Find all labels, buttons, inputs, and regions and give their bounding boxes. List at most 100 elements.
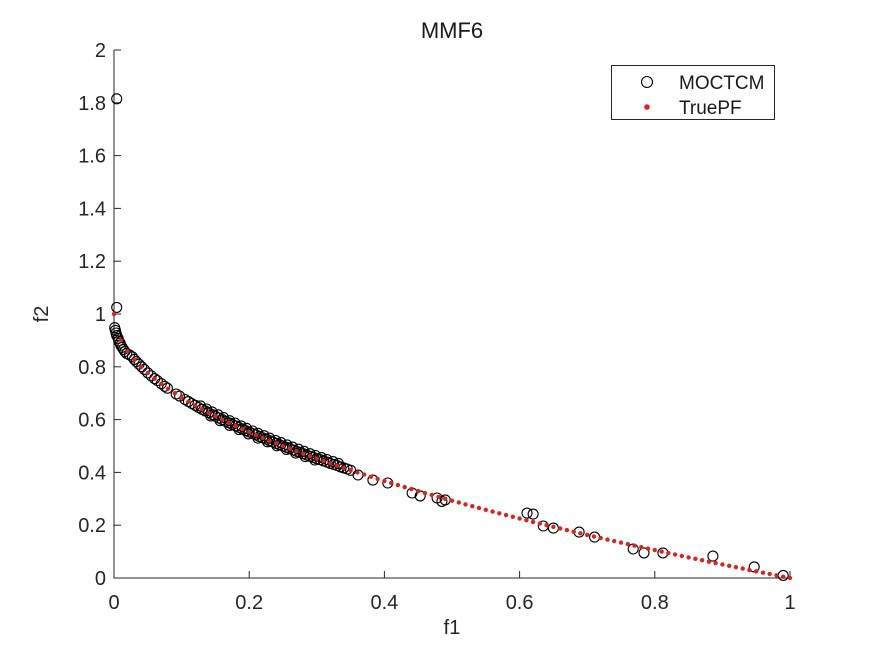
truepf-dot: [679, 553, 684, 559]
legend-marker-dot-icon: [644, 104, 650, 110]
truepf-dot: [172, 391, 177, 396]
moctcm-point: [332, 457, 344, 469]
truepf-dot: [497, 511, 502, 516]
truepf-dot: [395, 482, 401, 488]
truepf-dot: [341, 465, 346, 471]
truepf-dot: [192, 403, 198, 408]
x-tick-label: 1: [784, 592, 795, 614]
truepf-dot: [740, 566, 745, 571]
truepf-dot: [179, 395, 184, 400]
truepf-dot: [206, 410, 211, 415]
truepf-dot: [706, 559, 712, 564]
truepf-dot: [422, 490, 428, 496]
truepf-dot: [280, 443, 286, 449]
truepf-dot: [760, 570, 766, 575]
truepf-dot: [382, 478, 387, 484]
truepf-dot: [145, 370, 150, 376]
moctcm-point: [290, 447, 302, 459]
truepf-dot: [558, 526, 563, 531]
legend-entry-moctcm: MOCTCM: [679, 73, 764, 94]
truepf-dot: [294, 449, 299, 454]
y-tick-label: 0.4: [78, 462, 106, 484]
x-axis-label: f1: [444, 617, 461, 639]
truepf-dot: [476, 505, 482, 511]
truepf-dot: [551, 524, 556, 529]
truepf-dot: [118, 338, 124, 343]
x-tick-label: 0: [108, 592, 119, 614]
truepf-dot: [571, 529, 576, 534]
truepf-dot: [585, 532, 590, 538]
truepf-dot: [301, 451, 306, 456]
moctcm-point: [242, 428, 255, 440]
truepf-dot: [233, 423, 238, 429]
moctcm-point: [214, 415, 226, 427]
y-tick-label: 0.2: [78, 515, 106, 537]
truepf-dot: [618, 540, 624, 545]
truepf-dot: [537, 521, 543, 526]
x-tick-label: 0.8: [641, 592, 669, 614]
x-tick-label: 0.4: [370, 592, 398, 614]
chart-title: MMF6: [421, 18, 483, 43]
truepf-dot: [361, 472, 367, 477]
legend-frame: [611, 65, 775, 120]
truepf-dot: [274, 441, 279, 446]
truepf-dot: [774, 573, 779, 578]
truepf-dot: [443, 496, 448, 501]
tick-marks: [113, 49, 791, 579]
y-tick-label: 1.4: [78, 198, 106, 220]
legend-entry-truepf: TruePF: [679, 98, 742, 119]
x-tick-label: 0.6: [506, 592, 534, 614]
truepf-dot: [416, 488, 421, 494]
moctcm-point: [309, 454, 321, 466]
y-tick-label: 0.8: [78, 357, 106, 379]
legend-marker-open-circle-icon: [640, 75, 654, 89]
truepf-dot: [213, 414, 218, 419]
truepf-dot: [781, 574, 786, 579]
truepf-dot: [767, 571, 772, 577]
truepf-dot: [111, 311, 117, 317]
truepf-dot: [226, 420, 232, 425]
moctcm-point: [142, 367, 154, 379]
moctcm-point: [321, 453, 333, 466]
moctcm-point: [212, 409, 224, 421]
truepf-dot: [666, 550, 671, 556]
truepf-dot: [456, 500, 461, 505]
series-moctcm: [109, 93, 789, 581]
moctcm-point: [174, 390, 186, 402]
truepf-dot: [152, 376, 157, 381]
moctcm-point: [327, 456, 339, 468]
truepf-dot: [368, 474, 374, 479]
truepf-dot: [787, 575, 793, 581]
truepf-dot: [463, 502, 468, 507]
truepf-dot: [733, 565, 739, 570]
truepf-dot: [605, 537, 610, 542]
y-axis-label: f2: [31, 306, 53, 323]
truepf-dot: [199, 407, 205, 412]
truepf-dot: [132, 357, 137, 362]
truepf-dot: [334, 463, 340, 468]
truepf-dot: [220, 417, 225, 422]
y-tick-label: 1.8: [78, 93, 106, 115]
truepf-dot: [625, 541, 630, 547]
truepf-dot: [138, 364, 144, 369]
moctcm-point: [707, 550, 719, 562]
truepf-dot: [321, 458, 326, 464]
truepf-dot: [659, 549, 664, 554]
truepf-dot: [639, 545, 644, 550]
x-tick-label: 0.2: [235, 592, 263, 614]
truepf-dot: [247, 429, 252, 435]
moctcm-point: [151, 374, 163, 387]
truepf-dot: [693, 556, 698, 561]
legend-box: MOCTCM TruePF: [611, 65, 775, 120]
truepf-dot: [747, 567, 752, 573]
truepf-dot: [483, 507, 488, 512]
moctcm-point: [111, 301, 123, 313]
y-tick-label: 0: [95, 568, 106, 590]
moctcm-point: [527, 508, 539, 520]
moctcm-point: [298, 445, 310, 457]
truepf-dot: [754, 569, 759, 574]
moctcm-point: [638, 547, 650, 559]
truepf-dot: [307, 454, 313, 459]
truepf-dot: [470, 504, 475, 509]
